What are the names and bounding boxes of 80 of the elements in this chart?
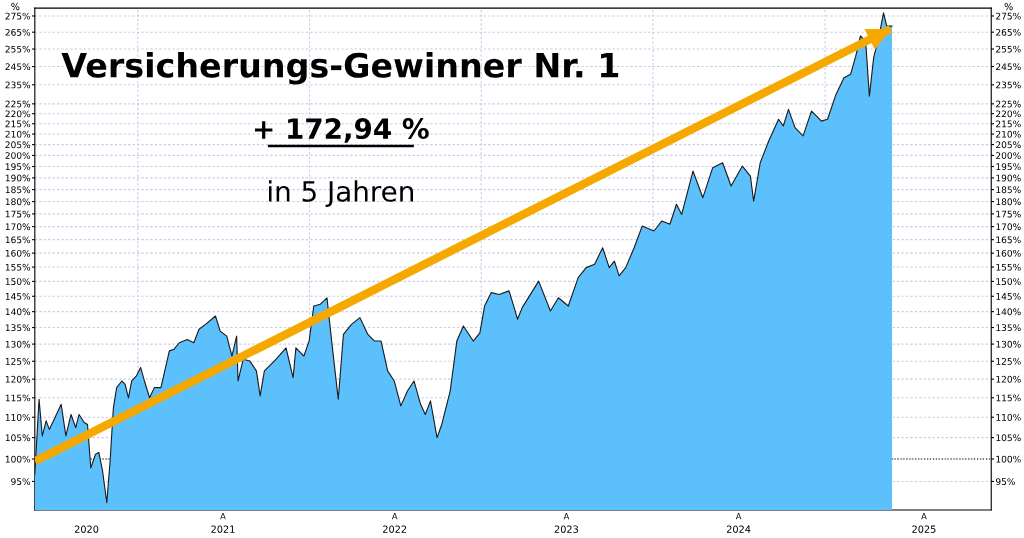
text: 205% xyxy=(996,141,1021,149)
y-tick-label: 120% xyxy=(5,375,31,383)
text: 220% xyxy=(996,110,1021,118)
y-tick-label: 200% xyxy=(5,152,31,159)
y-tick-label: 180% xyxy=(5,198,31,206)
text: 245% xyxy=(996,63,1021,71)
annotation: in 5 Jahren xyxy=(269,180,413,208)
y-tick-label: 210% xyxy=(5,130,31,138)
text: 195% xyxy=(996,163,1021,171)
text: 95% xyxy=(995,478,1015,486)
y-tick-label: 275% xyxy=(5,12,31,20)
text: 225% xyxy=(996,100,1021,108)
y-tick-label: 165% xyxy=(5,236,31,244)
text: 215% xyxy=(996,120,1021,128)
text: 180% xyxy=(996,198,1021,206)
text: A xyxy=(921,513,927,520)
y-tick-label: 175% xyxy=(5,210,31,218)
text: 210% xyxy=(996,130,1021,138)
y-tick-label: 95% xyxy=(11,478,31,486)
y-tick-label: 190% xyxy=(5,174,31,182)
y-tick-label: 140% xyxy=(5,308,31,316)
text: + 172,94 % xyxy=(254,118,429,143)
text: 150% xyxy=(996,278,1021,285)
y-tick-label: 265% xyxy=(5,28,31,36)
text: 160% xyxy=(996,249,1021,257)
y-tick-label: 245% xyxy=(5,63,31,71)
y-tick-label: 215% xyxy=(5,120,31,128)
x-tick-label: 2024 xyxy=(726,525,751,533)
text: 130% xyxy=(996,340,1021,348)
text: 120% xyxy=(996,375,1021,383)
text: A xyxy=(563,513,570,520)
x-tick-label: 2021 xyxy=(211,525,235,533)
x-tick-label: 2022 xyxy=(383,525,407,533)
x-tick-label: 2020 xyxy=(74,525,99,533)
y-axis-title: % xyxy=(11,2,20,11)
x-tick-label: 2023 xyxy=(554,525,579,533)
text: 135% xyxy=(996,324,1021,332)
y-tick-label: 225% xyxy=(5,100,31,108)
text: 265% xyxy=(996,28,1021,36)
x-tick-label: 2025 xyxy=(912,525,936,533)
y-tick-label: 255% xyxy=(5,45,31,53)
text: 140% xyxy=(996,308,1021,316)
text: 185% xyxy=(996,186,1021,194)
text: 105% xyxy=(996,434,1021,442)
text: 125% xyxy=(996,357,1021,365)
y-tick-label: 195% xyxy=(5,163,31,171)
y-tick-label: 105% xyxy=(5,434,31,442)
text: 255% xyxy=(996,45,1021,53)
text: 145% xyxy=(996,292,1021,300)
y-tick-label: 130% xyxy=(5,340,31,348)
y-tick-label: 160% xyxy=(5,249,31,257)
y-tick-label: 100% xyxy=(5,455,31,463)
y-tick-label: 205% xyxy=(5,141,31,149)
y-tick-label: 235% xyxy=(5,81,31,89)
y-tick-label: 125% xyxy=(5,357,31,365)
text: A xyxy=(735,513,742,520)
text: A xyxy=(391,513,398,520)
text: 190% xyxy=(996,174,1021,182)
y2-axis-title: % xyxy=(1004,2,1013,11)
text: 115% xyxy=(996,394,1021,402)
text: 235% xyxy=(996,81,1021,89)
text: Versicherungs-Gewinner Nr. 1 xyxy=(61,52,619,85)
text: 170% xyxy=(996,223,1021,231)
y-tick-label: 170% xyxy=(5,223,31,231)
y-tick-label: 220% xyxy=(5,110,31,118)
text: 175% xyxy=(996,210,1021,218)
y-tick-label: 145% xyxy=(5,292,31,300)
y-tick-label: 135% xyxy=(5,324,31,332)
text: 275% xyxy=(996,12,1021,20)
y-tick-label: 150% xyxy=(5,278,31,285)
y-tick-label: 155% xyxy=(5,263,31,271)
y-tick-label: 115% xyxy=(5,394,31,402)
y-tick-label: 185% xyxy=(5,186,31,194)
text: 165% xyxy=(996,236,1021,244)
text: 200% xyxy=(996,152,1021,159)
text: A xyxy=(220,513,226,520)
text: 155% xyxy=(996,263,1021,271)
text: 100% xyxy=(996,455,1021,463)
y-tick-label: 110% xyxy=(5,413,31,421)
text: 110% xyxy=(996,413,1021,421)
